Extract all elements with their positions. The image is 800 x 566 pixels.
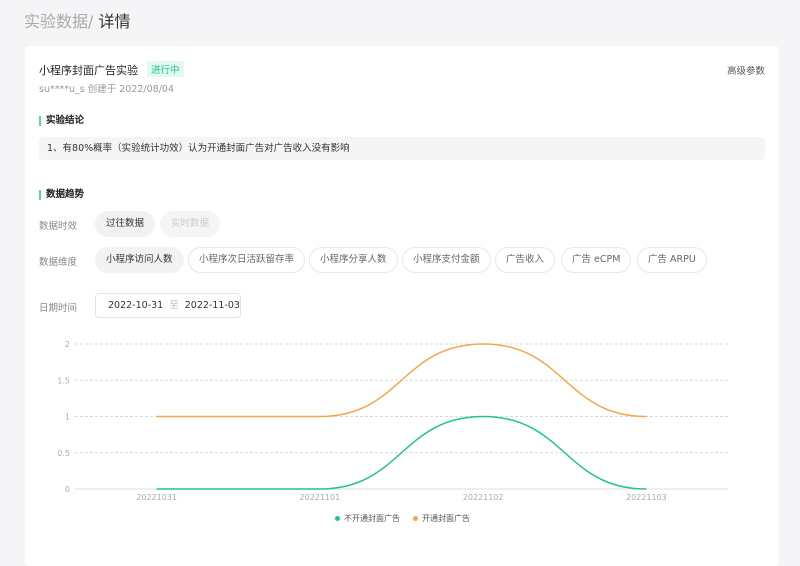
status-badge: 进行中 (147, 61, 184, 77)
date-separator: 至 (169, 300, 179, 311)
y-tick-label: 0 (65, 485, 70, 494)
y-tick-label: 1 (65, 413, 70, 422)
dimension-ad-revenue[interactable]: 广告收入 (495, 247, 556, 273)
legend-item-0[interactable]: 不开通封面广告 (335, 513, 400, 524)
experiment-meta: su****u_s 创建于 2022/08/04 (39, 84, 174, 95)
breadcrumb-parent[interactable]: 实验数据/ (24, 12, 94, 31)
advanced-params-link[interactable]: 高级参数 (726, 66, 765, 77)
breadcrumb-current: 详情 (98, 12, 131, 31)
date-to: 2022-11-03 (184, 300, 240, 311)
legend-item-1[interactable]: 开通封面广告 (413, 513, 470, 524)
dimension-retention[interactable]: 小程序次日活跃留存率 (188, 247, 306, 273)
line-chart: 0 0.5 1 1.5 2 20221031 20221101 20221102 2022110… (57, 340, 728, 502)
dimension-label: 数据维度 (39, 257, 78, 268)
dimension-ad-arpu[interactable]: 广告 ARPU (637, 247, 707, 273)
date-label: 日期时间 (39, 303, 78, 314)
x-tick-label: 20221103 (626, 493, 667, 502)
timeliness-label: 数据时效 (39, 221, 78, 232)
breadcrumb: 实验数据/ 详情 (24, 8, 131, 32)
series-line-0 (156, 415, 647, 490)
y-tick-label: 2 (65, 340, 70, 349)
conclusion-text: 1、有80%概率（实验统计功效）认为开通封面广告对广告收入没有影响 (39, 137, 765, 160)
dimension-shares[interactable]: 小程序分享人数 (309, 247, 398, 273)
dimension-payment[interactable]: 小程序支付金额 (402, 247, 491, 273)
experiment-card: 小程序封面广告实验 进行中 su****u_s 创建于 2022/08/04 高… (25, 46, 779, 566)
y-tick-label: 1.5 (57, 376, 70, 385)
legend-label: 开通封面广告 (422, 514, 470, 523)
series-line-1 (156, 343, 647, 418)
conclusion-heading: 实验结论 (39, 116, 84, 126)
experiment-title: 小程序封面广告实验 (39, 64, 138, 77)
x-tick-label: 20221102 (463, 493, 504, 502)
legend-dot (335, 516, 340, 521)
trend-heading: 数据趋势 (39, 190, 84, 200)
x-tick-label: 20221101 (300, 493, 341, 502)
date-from: 2022-10-31 (108, 300, 164, 311)
legend-label: 不开通封面广告 (344, 514, 400, 523)
x-tick-label: 20221031 (136, 493, 177, 502)
dimension-visitors[interactable]: 小程序访问人数 (95, 247, 184, 273)
dimension-ad-ecpm[interactable]: 广告 eCPM (561, 247, 632, 273)
y-tick-label: 0.5 (57, 449, 70, 458)
tab-past-data[interactable]: 过往数据 (95, 211, 156, 237)
legend-dot (413, 516, 418, 521)
tab-realtime-data[interactable]: 实时数据 (160, 211, 221, 237)
date-range-picker[interactable]: 2022-10-31 至 2022-11-03 (95, 293, 241, 318)
